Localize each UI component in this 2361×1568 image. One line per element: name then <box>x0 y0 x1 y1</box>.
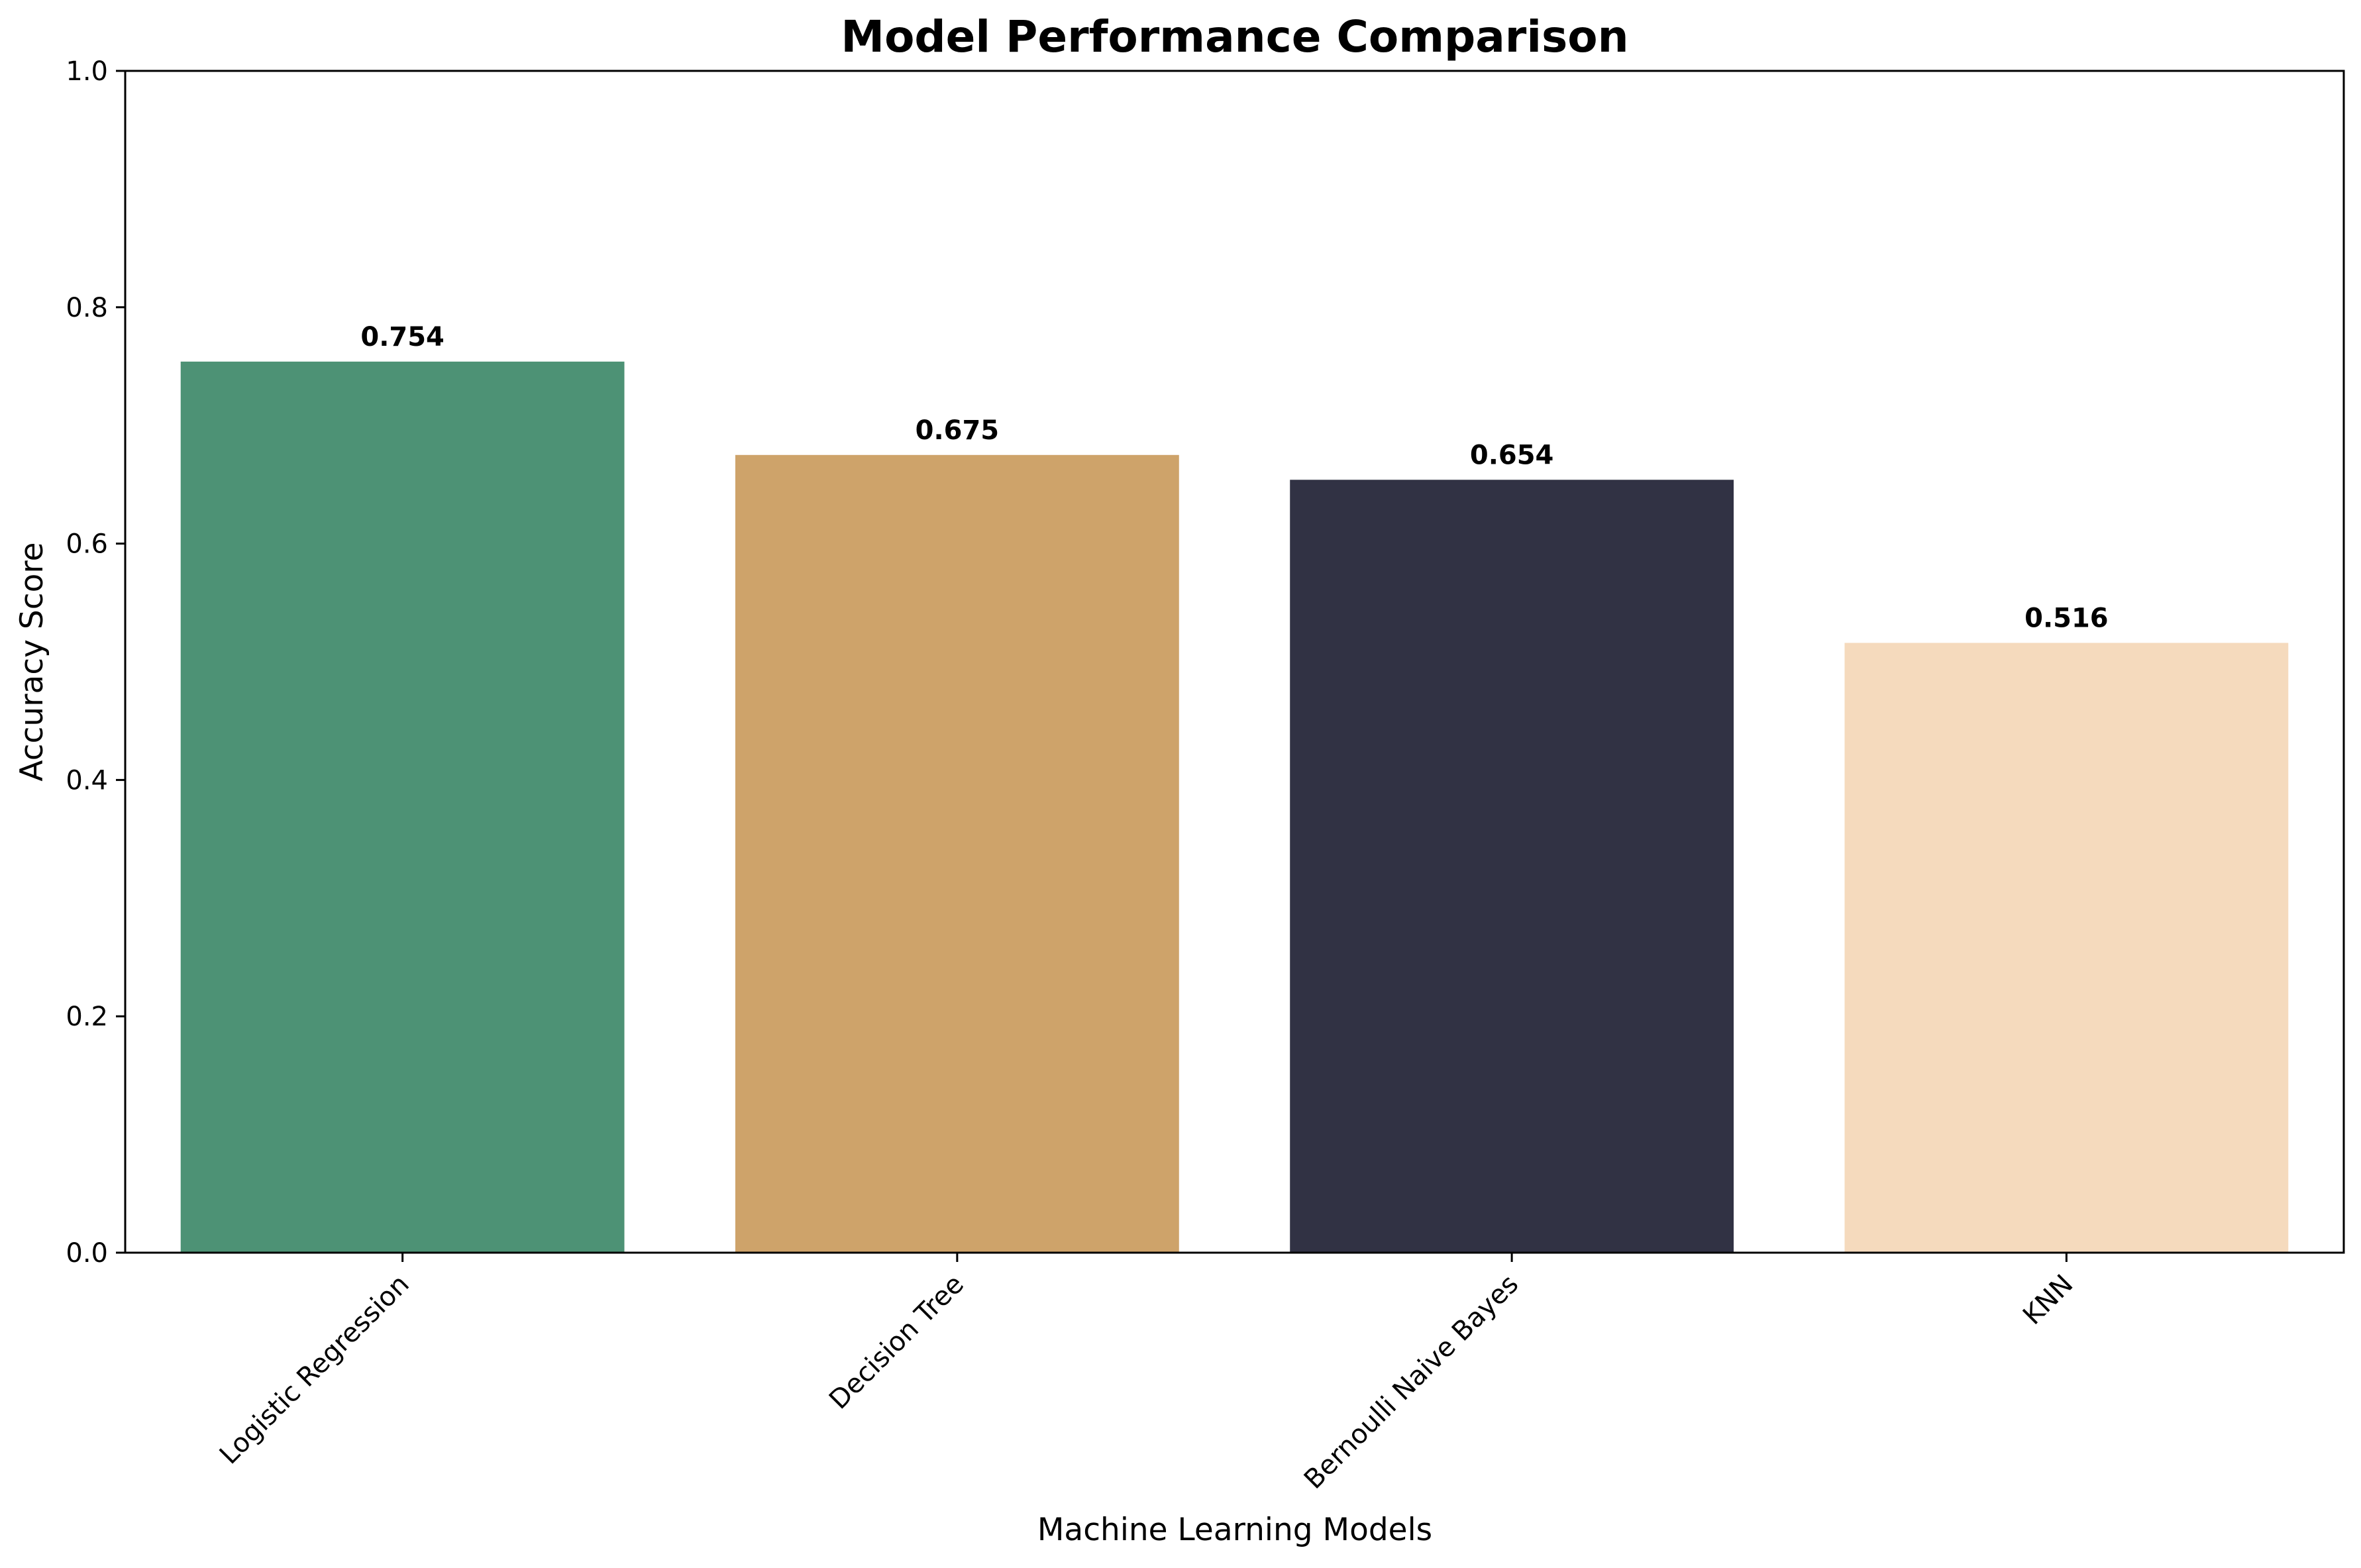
bar <box>1290 480 1734 1253</box>
bar <box>735 454 1179 1253</box>
value-labels-group: 0.754 0.675 0.654 0.516 <box>360 322 2108 634</box>
bar-value-label: 0.754 <box>360 322 445 352</box>
y-tick-label: 0.8 <box>66 293 108 323</box>
y-axis: 0.0 0.2 0.4 0.6 0.8 1.0 <box>66 56 125 1269</box>
bar-value-label: 0.654 <box>1470 440 1554 470</box>
y-tick-label: 0.6 <box>66 529 108 560</box>
bar <box>1844 643 2289 1253</box>
bar <box>180 361 625 1253</box>
chart-title: Model Performance Comparison <box>841 11 1628 62</box>
y-tick-label: 0.2 <box>66 1002 108 1032</box>
bar-value-label: 0.516 <box>2024 603 2109 633</box>
plot-area-frame <box>124 70 2345 1254</box>
bars-group <box>180 361 2289 1253</box>
y-tick-label: 1.0 <box>66 56 108 87</box>
y-axis-label: Accuracy Score <box>14 542 50 781</box>
x-axis-label: Machine Learning Models <box>1037 1512 1432 1548</box>
bar-value-label: 0.675 <box>916 415 1000 446</box>
y-tick-label: 0.4 <box>66 765 108 796</box>
y-tick-label: 0.0 <box>66 1238 108 1269</box>
